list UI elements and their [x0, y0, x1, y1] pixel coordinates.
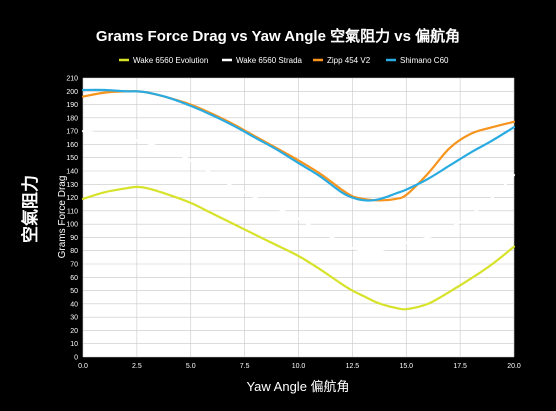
y-tick-label: 80 — [70, 248, 78, 255]
y-tick-label: 200 — [66, 89, 78, 96]
y-axis-label-side: 空氣阻力 — [20, 175, 40, 243]
y-tick-label: 120 — [66, 195, 78, 202]
series-line-1 — [81, 130, 516, 253]
y-tick-label: 110 — [67, 208, 78, 215]
x-tick-label: 10.0 — [292, 363, 306, 370]
y-tick-label: 40 — [70, 301, 78, 308]
y-tick-label: 50 — [70, 288, 78, 295]
x-tick-label: 12.5 — [346, 363, 360, 370]
y-tick-label: 180 — [66, 115, 78, 122]
series-line-3 — [81, 88, 516, 202]
legend-label-1: Wake 6560 Strada — [236, 56, 303, 65]
series-layer — [81, 88, 516, 311]
x-tick-label: 17.5 — [453, 363, 467, 370]
legend-label-2: Zipp 454 V2 — [327, 56, 371, 65]
y-tick-label: 210 — [66, 76, 78, 83]
x-tick-label: 5.0 — [186, 363, 196, 370]
y-tick-label: 170 — [66, 129, 78, 136]
y-tick-label: 0 — [74, 355, 78, 362]
y-tick-label: 70 — [70, 262, 78, 269]
y-tick-label: 140 — [66, 169, 78, 176]
x-tick-label: 7.5 — [240, 363, 250, 370]
x-tick-label: 0.0 — [78, 363, 88, 370]
x-tick-label: 20.0 — [507, 363, 521, 370]
y-tick-label: 190 — [66, 102, 78, 109]
y-tick-label: 20 — [70, 328, 78, 335]
legend: Wake 6560 Evolution Wake 6560 Strada Zipp … — [119, 56, 449, 65]
x-axis-label: Yaw Angle 偏航角 — [246, 379, 349, 394]
ticks: 0 10 20 30 40 50 60 70 80 90 100 110 120 130 140 150 160… — [66, 76, 521, 371]
y-tick-label: 10 — [70, 341, 78, 348]
legend-label-0: Wake 6560 Evolution — [133, 56, 208, 65]
series-line-0 — [81, 185, 516, 311]
x-tick-label: 15.0 — [399, 363, 413, 370]
chart-title: Grams Force Drag vs Yaw Angle 空氣阻力 vs 偏航… — [96, 27, 460, 45]
y-tick-label: 150 — [66, 155, 78, 162]
y-tick-label: 60 — [70, 275, 78, 282]
x-tick-label: 2.5 — [132, 363, 142, 370]
y-axis-label: Grams Force Drag — [57, 176, 68, 259]
y-tick-label: 130 — [66, 182, 78, 189]
legend-label-3: Shimano C60 — [400, 56, 449, 65]
y-tick-label: 100 — [66, 222, 78, 229]
y-tick-label: 160 — [66, 142, 78, 149]
y-tick-label: 30 — [70, 315, 78, 322]
y-tick-label: 90 — [70, 235, 78, 242]
grid — [82, 77, 515, 358]
